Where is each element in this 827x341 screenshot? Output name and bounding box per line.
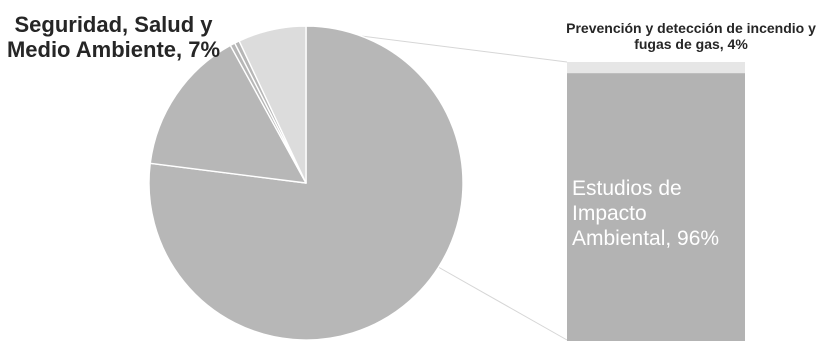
connector-line-bottom	[428, 261, 568, 341]
bar-segment-1	[567, 73, 745, 341]
pie	[148, 25, 464, 341]
pie-slice-4	[238, 25, 307, 184]
pie-slice-1	[149, 44, 307, 184]
pie-slice-0	[148, 25, 464, 341]
bar-segment-label-prevencion: Prevención y detección de incendio y fug…	[566, 20, 816, 53]
bar-segment-label-estudios: Estudios de Impacto Ambiental, 96%	[572, 177, 720, 250]
bar-segment-0	[567, 62, 745, 74]
pie-slice-label-seguridad: Seguridad, Salud y Medio Ambiente, 7%	[6, 12, 221, 63]
stacked-bar	[567, 62, 745, 341]
